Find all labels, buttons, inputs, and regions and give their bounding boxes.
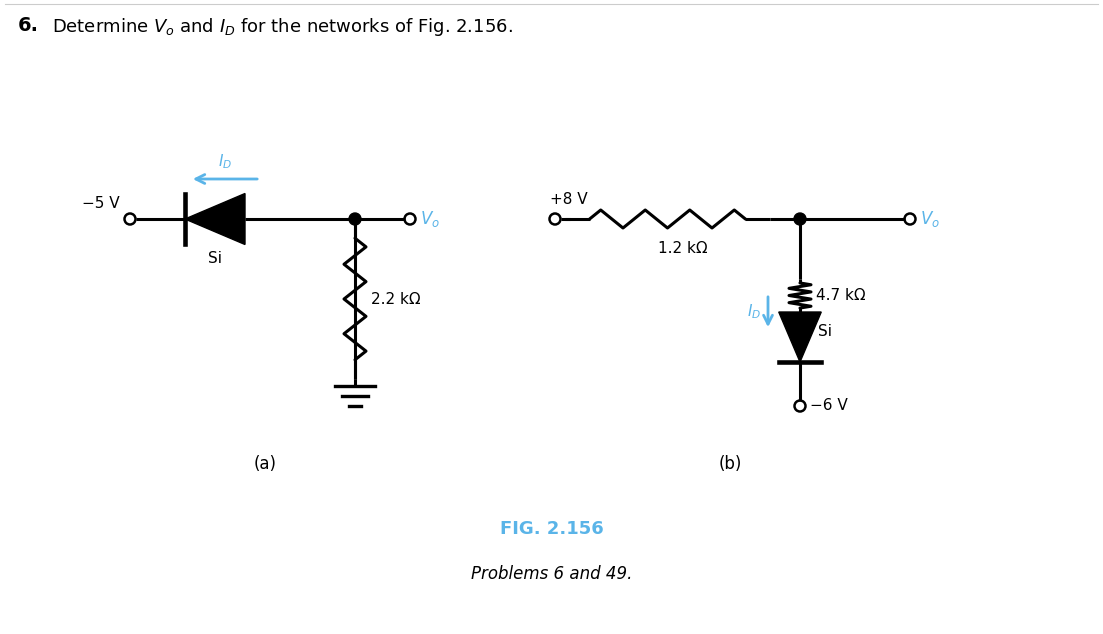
Text: FIG. 2.156: FIG. 2.156 bbox=[500, 520, 603, 538]
Text: (a): (a) bbox=[254, 455, 277, 473]
Text: (b): (b) bbox=[718, 455, 741, 473]
Text: −5 V: −5 V bbox=[83, 196, 120, 211]
Text: Determine $V_o$ and $I_D$ for the networks of Fig. 2.156.: Determine $V_o$ and $I_D$ for the networ… bbox=[52, 16, 513, 38]
Polygon shape bbox=[185, 193, 245, 245]
Text: 4.7 kΩ: 4.7 kΩ bbox=[816, 288, 866, 303]
Text: Si: Si bbox=[208, 251, 222, 266]
Text: 1.2 kΩ: 1.2 kΩ bbox=[657, 241, 707, 256]
Text: $V_o$: $V_o$ bbox=[920, 209, 940, 229]
Circle shape bbox=[794, 213, 806, 225]
Text: $I_D$: $I_D$ bbox=[218, 152, 232, 171]
Text: Si: Si bbox=[818, 325, 832, 339]
Text: +8 V: +8 V bbox=[550, 192, 588, 207]
Text: $V_o$: $V_o$ bbox=[420, 209, 440, 229]
Text: −6 V: −6 V bbox=[810, 399, 848, 413]
Text: $I_D$: $I_D$ bbox=[747, 302, 761, 321]
Polygon shape bbox=[779, 312, 822, 362]
Circle shape bbox=[349, 213, 361, 225]
Text: Problems 6 and 49.: Problems 6 and 49. bbox=[471, 565, 633, 583]
Text: 6.: 6. bbox=[18, 16, 39, 35]
Text: 2.2 kΩ: 2.2 kΩ bbox=[371, 292, 420, 306]
